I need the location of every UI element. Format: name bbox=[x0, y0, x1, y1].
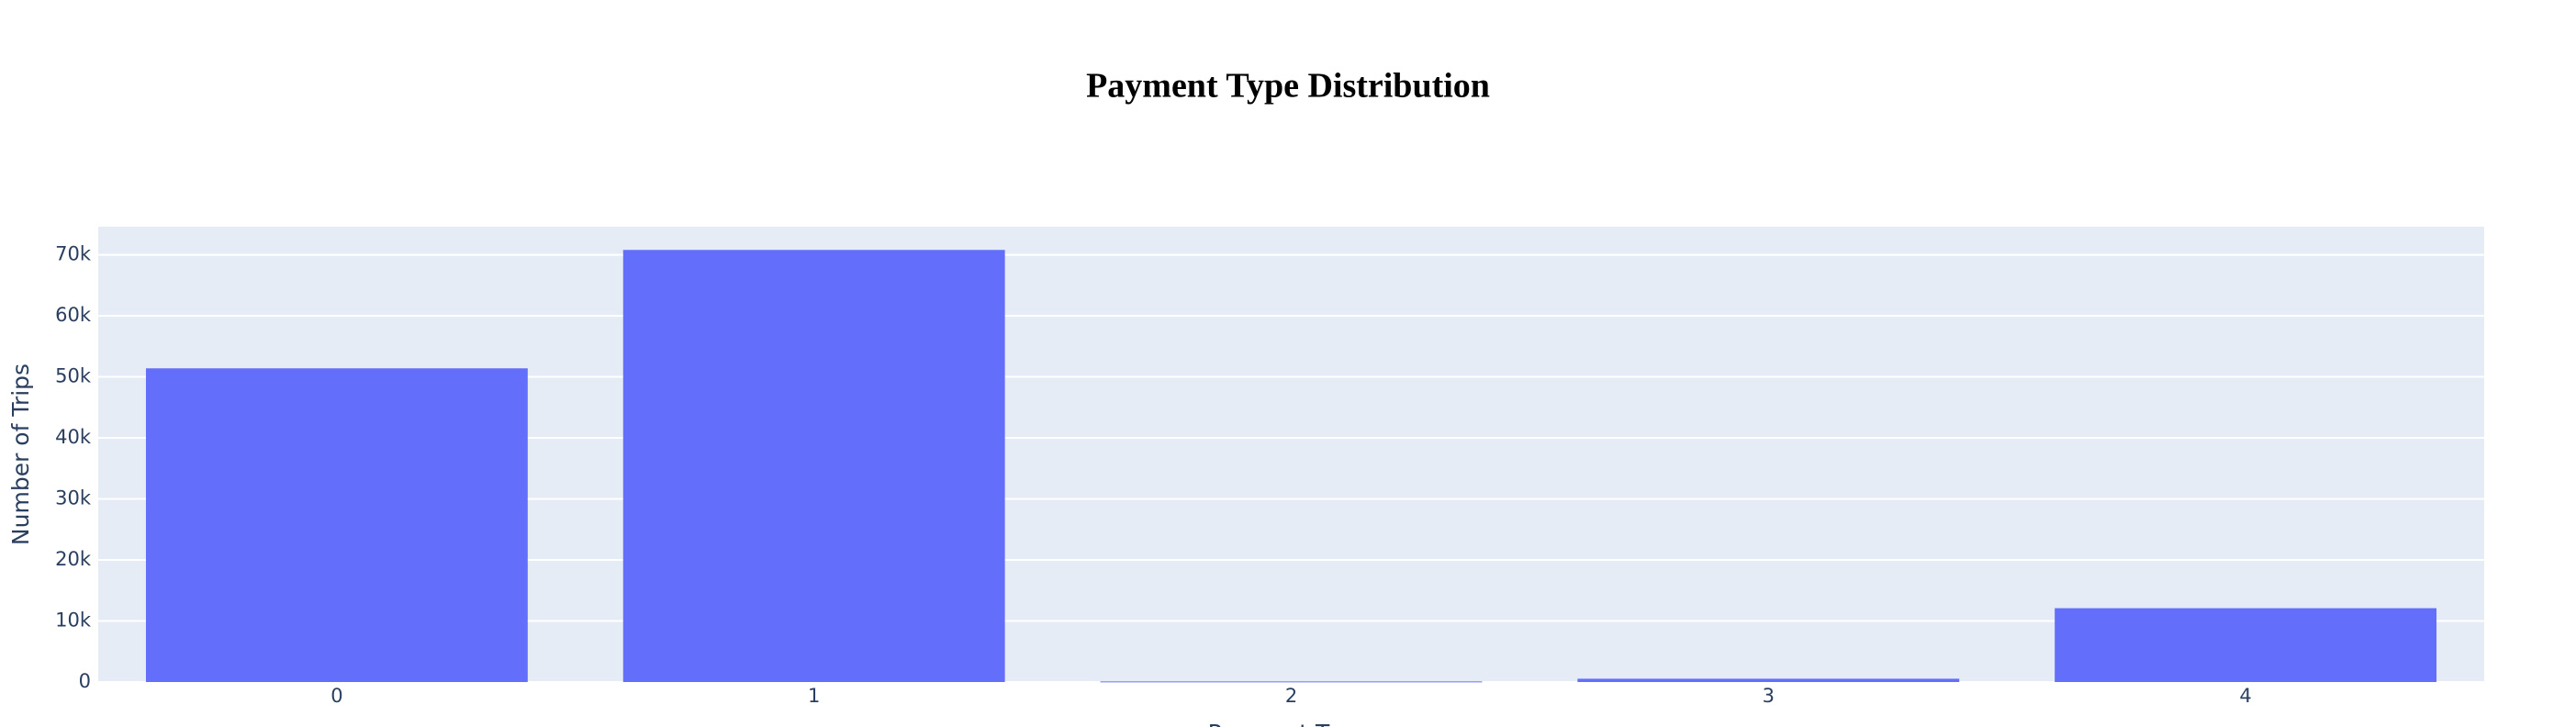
y-tick-label: 0 bbox=[79, 670, 91, 692]
y-tick-label: 40k bbox=[55, 426, 92, 448]
y-axis-title: Number of Trips bbox=[7, 364, 34, 545]
x-axis-title: Payment Type bbox=[1208, 720, 1369, 727]
x-tick-label: 4 bbox=[2239, 685, 2251, 707]
x-tick-label: 2 bbox=[1285, 685, 1297, 707]
y-tick-label: 70k bbox=[55, 243, 92, 265]
y-tick-label: 50k bbox=[55, 365, 92, 387]
chart-title: Payment Type Distribution bbox=[1086, 67, 1490, 106]
y-tick-label: 30k bbox=[55, 487, 92, 509]
bar bbox=[2055, 608, 2437, 682]
bar bbox=[145, 368, 528, 682]
y-tick-label: 10k bbox=[55, 610, 92, 632]
x-tick-label: 3 bbox=[1763, 685, 1775, 707]
x-tick-label: 0 bbox=[330, 685, 342, 707]
bar bbox=[1100, 681, 1483, 683]
y-tick-label: 20k bbox=[55, 548, 92, 570]
x-tick-label: 1 bbox=[808, 685, 820, 707]
y-tick-label: 60k bbox=[55, 304, 92, 326]
bar bbox=[1577, 678, 1960, 682]
bar bbox=[622, 250, 1005, 682]
